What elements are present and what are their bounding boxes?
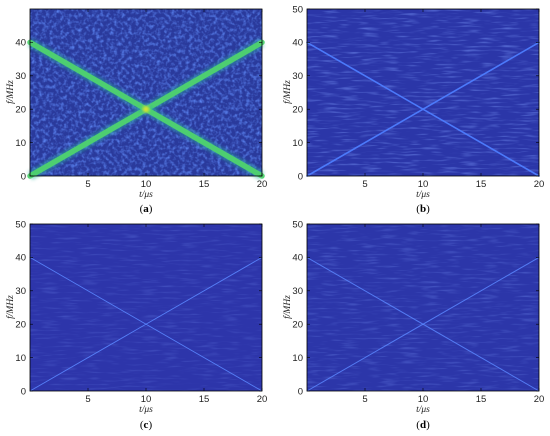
- x-tick-label: 20: [257, 394, 268, 405]
- y-tick-label: 30: [292, 71, 303, 82]
- x-tick-label: 5: [85, 394, 90, 405]
- y-tick-label: 50: [15, 219, 26, 230]
- panel-b: 0 10 20 30 40 50 5 10 15 20 f/MHz t/μs (b): [282, 4, 544, 215]
- caption-d: (d): [416, 419, 430, 431]
- y-tick-label: 20: [15, 320, 26, 331]
- y-tick-label: 10: [15, 138, 26, 149]
- y-tick-label: 0: [21, 171, 26, 182]
- y-tick-label: 20: [292, 320, 303, 331]
- marks-c: [29, 256, 263, 392]
- marks-b: [306, 41, 540, 177]
- x-tick-label: 10: [418, 179, 429, 190]
- x-axis-label-c: t/μs: [139, 405, 153, 415]
- x-ticks-a: 5 10 15 20: [85, 9, 267, 190]
- x-tick-label: 20: [534, 394, 545, 405]
- y-axis-label-a: f/MHz: [5, 80, 16, 104]
- y-tick-label: 40: [292, 253, 303, 264]
- x-ticks-c: 5 10 15 20: [85, 224, 267, 405]
- y-axis-label-d: f/MHz: [282, 295, 293, 319]
- x-tick-label: 20: [534, 179, 545, 190]
- x-tick-label: 5: [362, 179, 367, 190]
- x-axis-label-a: t/μs: [139, 190, 153, 200]
- y-ticks-d: 0 10 20 30 40 50: [292, 219, 539, 397]
- panel-a: 0 10 20 30 40 5 10 15 20 f/MHz t/μs (a): [5, 8, 267, 215]
- y-tick-label: 10: [292, 138, 303, 149]
- noise-c: [30, 224, 262, 391]
- caption-b: (b): [416, 203, 430, 215]
- y-tick-label: 20: [292, 105, 303, 116]
- x-tick-label: 5: [85, 179, 90, 190]
- y-tick-label: 20: [15, 105, 26, 116]
- x-axis-label-b: t/μs: [416, 190, 430, 200]
- series-line-b-1: [306, 41, 540, 177]
- y-tick-label: 40: [292, 38, 303, 49]
- y-tick-label: 40: [15, 253, 26, 264]
- noise-b: [307, 9, 539, 176]
- y-tick-label: 30: [15, 71, 26, 82]
- y-tick-label: 50: [292, 219, 303, 230]
- x-tick-label: 15: [476, 394, 487, 405]
- noise-d: [307, 224, 539, 391]
- y-tick-label: 10: [15, 353, 26, 364]
- y-ticks-b: 0 10 20 30 40 50: [292, 4, 539, 182]
- noise-a: [30, 9, 262, 176]
- y-tick-label: 10: [292, 353, 303, 364]
- marks-d: [306, 256, 540, 392]
- caption-c: (c): [140, 419, 153, 431]
- y-tick-label: 0: [298, 386, 303, 397]
- x-tick-label: 10: [418, 394, 429, 405]
- y-axis-label-b: f/MHz: [282, 80, 293, 104]
- x-tick-label: 10: [141, 394, 152, 405]
- y-tick-label: 0: [21, 386, 26, 397]
- series-line-c-1: [29, 256, 263, 392]
- intersection-peak-a: [142, 106, 150, 113]
- x-tick-label: 5: [362, 394, 367, 405]
- x-ticks-b: 5 10 15 20: [362, 9, 544, 190]
- caption-a: (a): [140, 203, 153, 215]
- x-axis-label-d: t/μs: [416, 405, 430, 415]
- x-tick-label: 15: [476, 179, 487, 190]
- marks-a: [27, 38, 265, 181]
- y-tick-label: 50: [292, 4, 303, 15]
- y-tick-label: 30: [15, 286, 26, 297]
- panel-d: 0 10 20 30 40 50 5 10 15 20 f/MHz t/μs (d): [282, 219, 544, 431]
- x-tick-label: 10: [141, 179, 152, 190]
- panel-c: 0 10 20 30 40 50 5 10 15 20 f/MHz t/μs (c): [5, 219, 267, 431]
- x-ticks-d: 5 10 15 20: [362, 224, 544, 405]
- y-ticks-c: 0 10 20 30 40 50: [15, 219, 262, 397]
- y-axis-label-c: f/MHz: [5, 295, 16, 319]
- y-tick-label: 30: [292, 286, 303, 297]
- x-tick-label: 20: [257, 179, 268, 190]
- x-tick-label: 15: [199, 179, 210, 190]
- series-line-d-1: [306, 256, 540, 392]
- x-tick-label: 15: [199, 394, 210, 405]
- y-tick-label: 40: [15, 38, 26, 49]
- y-tick-label: 0: [298, 171, 303, 182]
- y-ticks-a: 0 10 20 30 40: [15, 38, 262, 182]
